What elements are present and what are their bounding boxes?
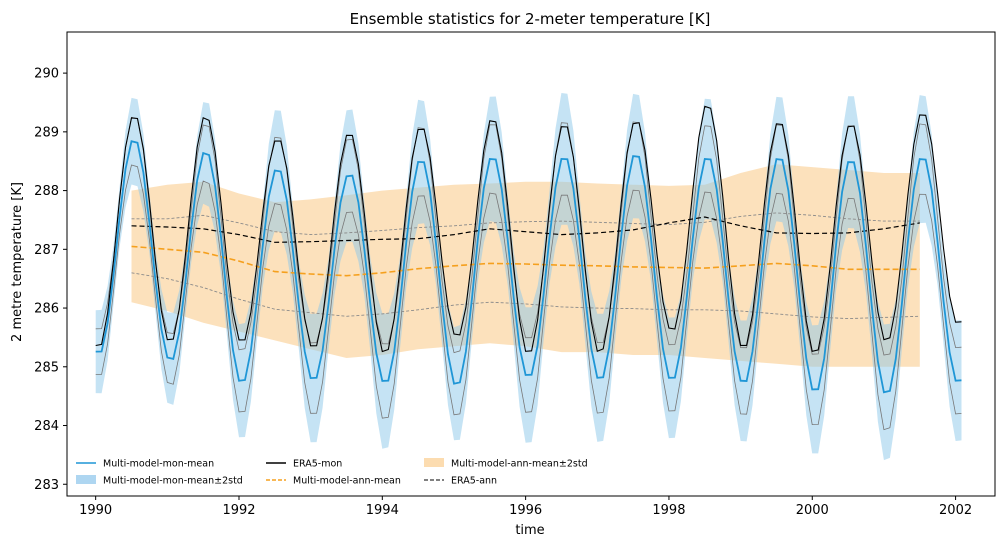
annual-mean-line: [131, 245, 920, 277]
y-tick-label: 283: [34, 478, 59, 493]
x-tick-label: 2002: [939, 503, 972, 518]
chart-title: Ensemble statistics for 2-meter temperat…: [350, 10, 711, 28]
y-tick-label: 290: [34, 67, 59, 82]
legend-label: Multi-model-mon-mean±2std: [103, 476, 243, 487]
x-tick-label: 1992: [222, 503, 255, 518]
x-tick-label: 1998: [652, 503, 685, 518]
legend-label: ERA5-ann: [451, 476, 497, 487]
y-tick-label: 288: [34, 184, 59, 199]
monthly-mean-2std-band: [95, 93, 962, 461]
legend-label: Multi-model-ann-mean: [293, 476, 401, 487]
legend-swatch: [424, 458, 444, 467]
y-tick-label: 285: [34, 360, 59, 375]
y-tick-label: 287: [34, 243, 59, 258]
x-axis-label: time: [515, 523, 544, 538]
era5-ann-upper-line: [131, 212, 920, 236]
x-tick-label: 1996: [509, 503, 542, 518]
plot-frame: [66, 31, 996, 497]
monthly-lower-member-line: [95, 164, 962, 431]
era5-ann-lower-line: [131, 272, 920, 320]
y-tick-label: 286: [34, 302, 59, 317]
legend-label: Multi-model-mon-mean: [103, 459, 214, 470]
y-tick-label: 284: [34, 419, 59, 434]
monthly-upper-member-line: [95, 116, 962, 356]
legend-label: Multi-model-ann-mean±2std: [451, 459, 588, 470]
legend-label: ERA5-mon: [293, 459, 342, 470]
y-tick-label: 289: [34, 125, 59, 140]
x-axis: 1990 1992 1994 1996 1998 2000 2002: [79, 496, 972, 518]
x-tick-label: 1994: [366, 503, 399, 518]
monthly-mean-line: [95, 140, 962, 394]
plot-area: [95, 93, 962, 461]
legend: Multi-model-mon-mean Multi-model-mon-mean…: [76, 458, 588, 487]
x-tick-label: 2000: [796, 503, 829, 518]
x-tick-label: 1990: [79, 503, 112, 518]
legend-swatch: [76, 475, 96, 484]
era5-monthly-line: [95, 105, 962, 353]
y-axis: 283 284 285 286 287 288 289 290: [34, 67, 67, 493]
y-axis-label: 2 metre temperature [K]: [10, 182, 25, 342]
